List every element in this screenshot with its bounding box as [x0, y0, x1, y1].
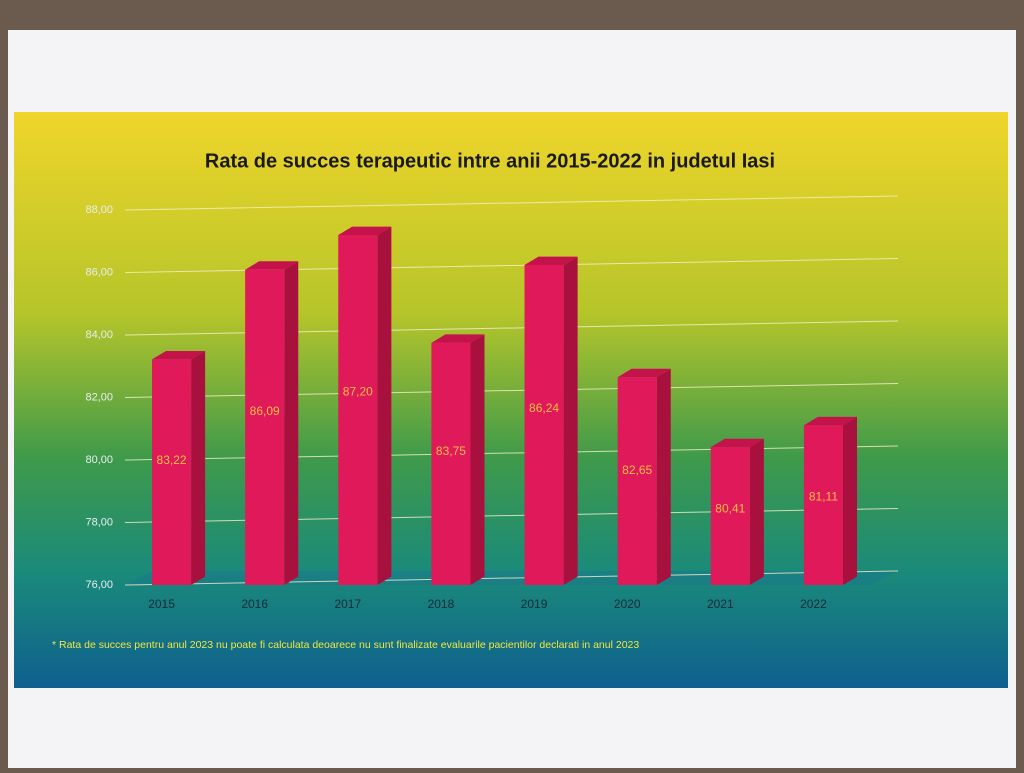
y-tick-label: 76,00: [85, 579, 113, 591]
value-label: 80,41: [715, 501, 745, 515]
bar-side: [284, 261, 299, 585]
grid-line: [124, 195, 899, 211]
bar: [245, 269, 285, 585]
x-tick-label: 2018: [428, 597, 455, 611]
bar: [710, 447, 750, 585]
chart-title: Rata de succes terapeutic intre anii 201…: [205, 150, 775, 172]
bar: [617, 377, 657, 585]
x-tick-label: 2016: [241, 597, 268, 611]
bar-side: [377, 226, 392, 585]
bar-top: [710, 438, 764, 448]
value-label: 86,24: [529, 401, 559, 415]
footnote: * Rata de succes pentru anul 2023 nu poa…: [52, 639, 639, 651]
bar-side: [842, 416, 857, 585]
y-tick-label: 88,00: [85, 204, 113, 216]
bar-top: [431, 334, 485, 343]
bar-top: [152, 350, 206, 360]
bar: [803, 425, 843, 585]
bar-top: [617, 368, 671, 378]
bar-side: [749, 438, 764, 585]
bar: [152, 359, 192, 585]
y-tick-label: 84,00: [85, 329, 113, 341]
bar-side: [656, 368, 671, 585]
bar: [338, 235, 378, 585]
y-tick-label: 82,00: [85, 391, 113, 403]
value-label: 81,11: [809, 489, 838, 503]
value-label: 87,20: [343, 385, 373, 399]
bar-top: [524, 256, 578, 265]
x-tick-label: 2017: [334, 597, 361, 611]
bar-side: [563, 256, 578, 585]
x-tick-label: 2015: [148, 597, 175, 611]
y-tick-label: 80,00: [85, 454, 113, 466]
bar-side: [191, 350, 206, 585]
x-tick-label: 2019: [521, 597, 548, 611]
value-label: 83,75: [436, 444, 466, 458]
value-label: 82,65: [622, 463, 652, 477]
x-tick-label: 2020: [614, 597, 641, 611]
value-label: 86,09: [250, 404, 280, 418]
bar: [524, 265, 564, 585]
y-tick-label: 86,00: [85, 266, 113, 278]
y-tick-label: 78,00: [85, 516, 113, 528]
bar-top: [245, 261, 299, 270]
x-tick-label: 2021: [707, 597, 734, 611]
bar-top: [803, 416, 857, 426]
bar-side: [470, 334, 485, 585]
value-label: 83,22: [157, 453, 187, 467]
bar-top: [338, 226, 392, 235]
x-tick-label: 2022: [800, 597, 827, 611]
bar: [431, 342, 471, 585]
